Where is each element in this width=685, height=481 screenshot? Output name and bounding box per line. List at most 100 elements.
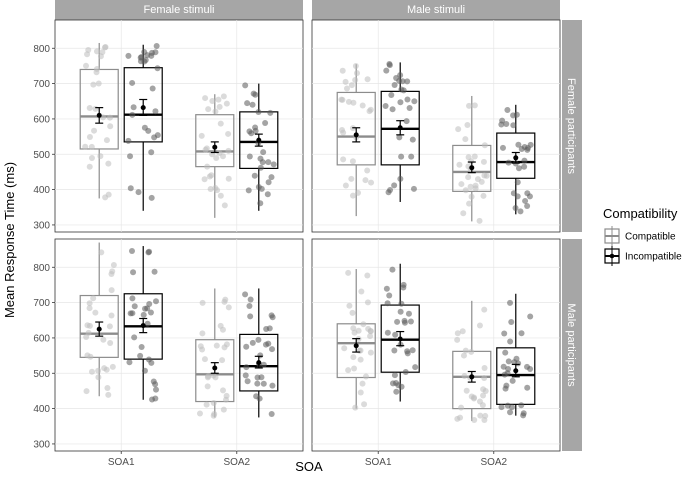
mean-point: [513, 155, 519, 161]
facet-strip-column: [312, 0, 560, 20]
mean-point: [397, 336, 403, 342]
x-axis-title: SOA: [295, 459, 323, 474]
data-point: [515, 141, 522, 148]
data-point: [351, 365, 358, 372]
data-point: [257, 200, 264, 207]
data-point: [364, 299, 371, 306]
data-point: [149, 396, 156, 403]
data-point: [527, 141, 534, 148]
data-point: [149, 85, 156, 92]
data-point: [404, 350, 411, 357]
data-point: [502, 349, 509, 356]
data-point: [398, 300, 405, 307]
data-point: [465, 174, 472, 181]
y-tick-label: 800: [33, 263, 50, 274]
data-point: [153, 298, 160, 305]
box-soa1-incompatible: [380, 61, 420, 202]
data-point: [471, 394, 478, 401]
data-point: [131, 334, 138, 341]
legend-title: Compatibility: [603, 206, 678, 221]
data-point: [210, 372, 217, 379]
data-point: [135, 189, 142, 196]
data-point: [255, 336, 262, 343]
data-point: [205, 373, 212, 380]
legend-entries: Compatible Incompatible: [604, 226, 682, 266]
data-point: [364, 76, 371, 83]
data-point: [472, 185, 479, 192]
data-point: [84, 51, 91, 58]
data-point: [397, 308, 404, 315]
data-point: [129, 295, 136, 302]
data-point: [215, 96, 222, 103]
data-point: [514, 179, 521, 186]
data-point: [409, 347, 416, 354]
data-point: [383, 67, 390, 74]
data-point: [103, 137, 110, 144]
data-point: [203, 401, 210, 408]
legend-entry-incompatible: Incompatible: [604, 246, 682, 266]
data-point: [86, 163, 93, 170]
data-point: [350, 99, 357, 106]
box-soa1-compatible: [79, 242, 119, 398]
box-iqr: [336, 91, 376, 166]
y-tick-label: 300: [33, 439, 50, 450]
data-point: [384, 300, 391, 307]
box-soa1-compatible: [336, 62, 376, 217]
data-point: [397, 72, 404, 79]
data-point: [108, 312, 115, 319]
data-point: [460, 352, 467, 359]
y-tick-label: 500: [33, 369, 50, 380]
data-point: [221, 202, 228, 209]
data-point: [393, 388, 400, 395]
data-point: [128, 248, 135, 255]
data-point: [268, 411, 275, 418]
data-point: [404, 96, 411, 103]
data-point: [247, 313, 254, 320]
data-point: [242, 372, 249, 379]
data-point: [219, 153, 226, 160]
mean-point: [469, 374, 475, 380]
data-point: [198, 132, 205, 139]
data-point: [462, 187, 469, 194]
mean-point: [212, 144, 218, 150]
data-point: [404, 78, 411, 85]
data-point: [412, 364, 419, 371]
data-point: [501, 330, 508, 337]
data-point: [341, 345, 348, 352]
data-point: [244, 100, 251, 107]
data-point: [152, 381, 159, 388]
data-point: [260, 149, 267, 156]
data-point: [220, 93, 227, 100]
data-point: [498, 121, 505, 128]
data-point: [145, 127, 152, 134]
data-point: [468, 348, 475, 355]
data-point: [517, 208, 524, 215]
data-point: [83, 62, 90, 69]
data-point: [225, 147, 232, 154]
data-point: [398, 153, 405, 160]
data-point: [199, 299, 206, 306]
box-iqr: [79, 294, 119, 358]
mean-point: [353, 343, 359, 349]
data-point: [346, 302, 353, 309]
data-point: [264, 191, 271, 198]
data-point: [142, 57, 149, 64]
panel-background: [54, 238, 304, 452]
data-point: [398, 86, 405, 93]
data-point: [266, 325, 273, 332]
data-point: [501, 371, 508, 378]
mean-point: [397, 125, 403, 131]
data-point: [527, 365, 534, 372]
data-point: [466, 200, 473, 207]
data-point: [391, 372, 398, 379]
data-point: [106, 323, 113, 330]
box-soa1-incompatible: [123, 246, 163, 403]
data-point: [357, 356, 364, 363]
panel: [54, 238, 304, 452]
box-iqr: [496, 132, 536, 179]
data-point: [88, 143, 95, 150]
data-point: [359, 380, 366, 387]
data-point: [268, 174, 275, 181]
data-point: [471, 102, 478, 109]
data-point: [110, 262, 117, 269]
